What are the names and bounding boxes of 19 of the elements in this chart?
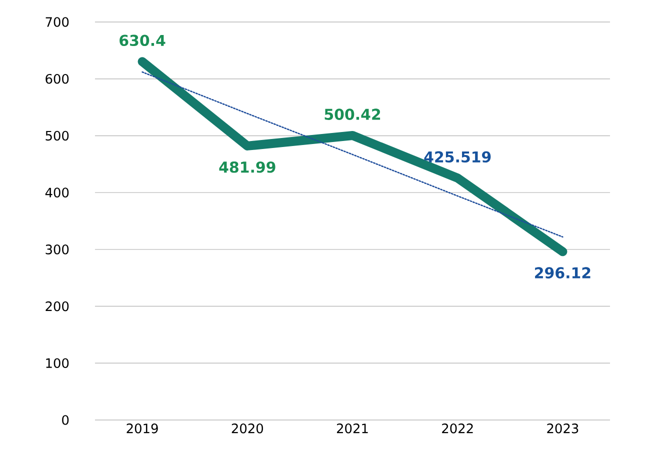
data-label: 296.12 [535, 267, 590, 278]
x-tick-label: 2021 [336, 424, 368, 434]
y-tick-label: 300 [46, 244, 69, 254]
x-tick-label: 2020 [232, 424, 264, 434]
line-series [142, 71, 564, 238]
x-tick-label: 2019 [126, 424, 158, 434]
y-tick-label: 100 [46, 358, 69, 368]
y-tick-label: 500 [46, 130, 69, 141]
y-tick-label: 200 [46, 301, 69, 312]
data-label: 630.4 [120, 34, 166, 46]
data-label: 481.99 [219, 161, 276, 173]
x-tick-label: 2023 [547, 424, 578, 434]
y-tick-label: 0 [62, 415, 69, 425]
data-label: 425.519 [424, 151, 491, 163]
y-tick-label: 600 [46, 74, 69, 84]
data-label: 500.42 [324, 108, 380, 120]
x-tick-label: 2022 [442, 424, 473, 434]
y-tick-label: 700 [46, 17, 69, 27]
y-tick-label: 400 [45, 188, 69, 198]
